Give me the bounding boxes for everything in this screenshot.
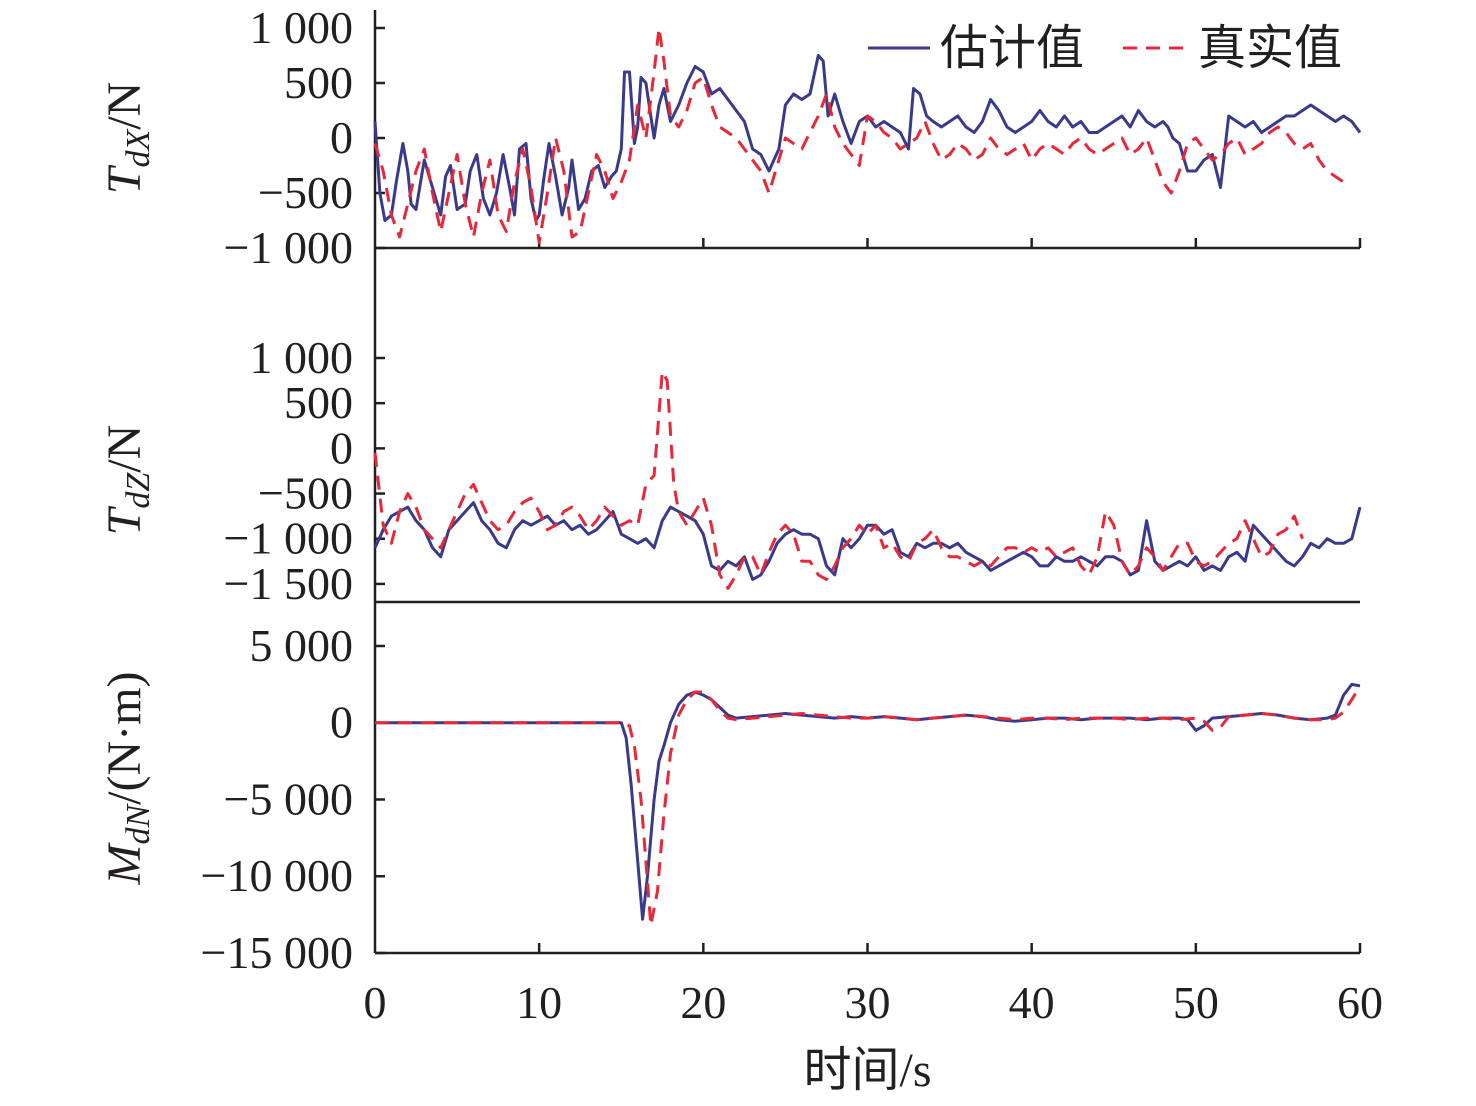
panel-TdX-y-tick-label-2: 0 [330, 112, 353, 163]
panel-MdN-series-true-line [375, 685, 1362, 927]
x-tick-label-1: 10 [516, 977, 562, 1028]
y-label-subscript: dX [120, 129, 157, 168]
series-layer [373, 26, 1362, 927]
panel-TdZ-y-tick-label-0: 1 000 [250, 332, 354, 383]
axes [373, 10, 1362, 955]
panel-TdX-y-tick-label-1: 500 [284, 57, 353, 108]
panel-TdX-y-tick-label-4: −1 000 [224, 222, 353, 273]
panel-TdZ-y-tick-label-4: −1 000 [224, 513, 353, 564]
x-tick-label-2: 20 [680, 977, 726, 1028]
x-tick-label-6: 60 [1337, 977, 1383, 1028]
y-label-symbol: T [98, 505, 151, 535]
legend-label-0: 估计值 [940, 22, 1084, 75]
panel-TdZ-y-tick-label-2: 0 [330, 422, 353, 473]
panel-TdX-y-tick-label-0: 1 000 [250, 2, 354, 53]
panel-TdZ-series-estimated-line [373, 501, 1362, 581]
panel-TdZ-series-true-line [373, 370, 1304, 590]
y-label-unit: /N [98, 425, 151, 473]
x-tick-label-5: 50 [1173, 977, 1219, 1028]
y-label-symbol: M [98, 841, 151, 885]
x-tick-label-0: 0 [364, 977, 387, 1028]
y-label-unit: /N [98, 82, 151, 130]
y-label-unit: /(N·m) [98, 672, 151, 805]
panel-TdZ-y-axis-label: TdZ/N [98, 425, 157, 536]
panel-MdN-y-tick-label-0: 5 000 [250, 620, 354, 671]
panel-MdN-y-tick-label-2: −5 000 [224, 773, 353, 824]
y-label-symbol: T [98, 164, 151, 194]
panel-MdN-y-tick-label-4: −15 000 [201, 927, 353, 978]
panel-MdN-y-tick-label-3: −10 000 [201, 850, 353, 901]
x-axis-label: 时间/s [803, 1044, 931, 1097]
panel-TdZ-y-tick-label-3: −500 [258, 468, 353, 519]
x-tick-label-3: 30 [845, 977, 891, 1028]
legend: 估计值 真实值 [868, 22, 1342, 75]
y-label-subscript: dZ [120, 472, 157, 509]
panel-TdX-series-estimated-line [373, 54, 1362, 222]
panel-MdN-series-estimated-line [375, 682, 1361, 921]
panel-MdN-y-tick-label-1: 0 [330, 697, 353, 748]
legend-label-1: 真实值 [1198, 22, 1342, 75]
y-label-subscript: dN [120, 803, 157, 845]
panel-TdX-y-axis-label: TdX/N [98, 82, 157, 194]
panel-TdZ-y-tick-label-1: 500 [284, 377, 353, 428]
panel-MdN-y-axis-label: MdN/(N·m) [98, 672, 157, 886]
x-tick-label-4: 40 [1009, 977, 1055, 1028]
panel-TdZ-y-tick-label-5: −1 500 [224, 558, 353, 609]
panel-TdX-y-tick-label-3: −500 [258, 167, 353, 218]
